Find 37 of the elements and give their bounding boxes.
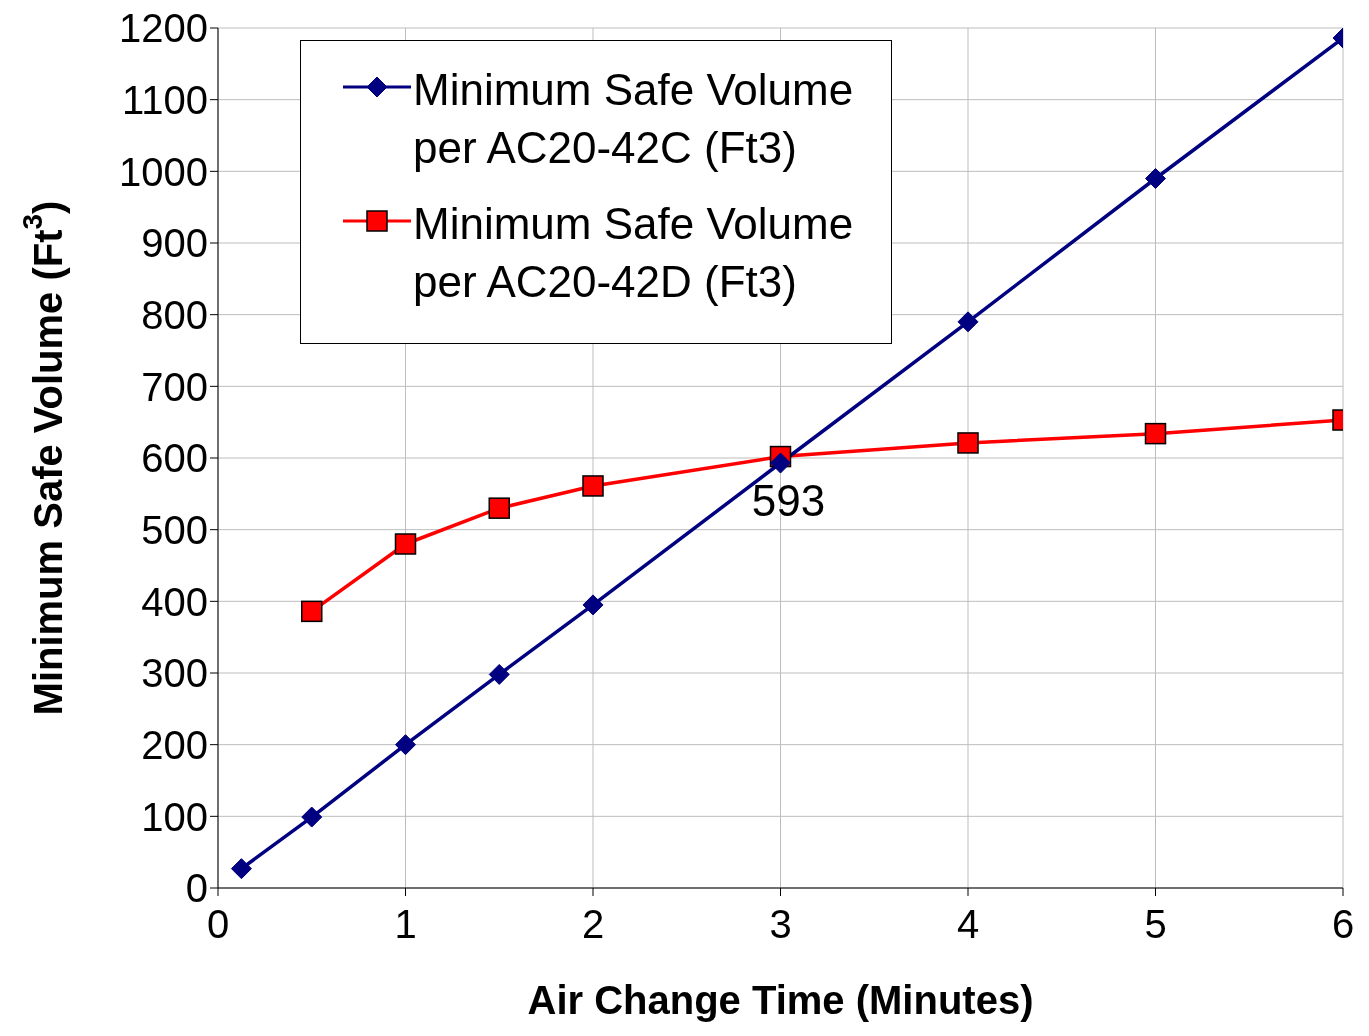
- y-tick-label: 300: [141, 651, 208, 696]
- point: [395, 734, 416, 756]
- point: [582, 475, 604, 497]
- y-tick-label: 0: [185, 866, 208, 911]
- legend-label: Minimum Safe Volume per AC20-42C (Ft3): [413, 64, 855, 174]
- point: [957, 311, 979, 333]
- legend-label: Minimum Safe Volume per AC20-42D (Ft3): [413, 198, 855, 308]
- point: [394, 533, 417, 555]
- x-tick-label: 3: [769, 902, 792, 947]
- y-tick-label: 800: [141, 292, 208, 337]
- y-tick-label: 400: [141, 579, 208, 624]
- y-tick-label: 700: [141, 364, 208, 409]
- point: [301, 600, 323, 623]
- point: [1145, 168, 1166, 189]
- point: [957, 432, 979, 454]
- point: [582, 594, 604, 616]
- x-tick-label: 2: [581, 902, 605, 947]
- x-tick-label: 4: [956, 902, 980, 947]
- y-tick-label: 900: [141, 221, 208, 266]
- point: [488, 497, 510, 519]
- y-tick-label: 600: [141, 436, 208, 481]
- y-tick-label: 200: [141, 722, 208, 767]
- annotation: 593: [751, 476, 826, 526]
- y-tick-label: 500: [141, 507, 208, 552]
- y-tick-label: 1000: [119, 149, 208, 194]
- point: [230, 858, 252, 880]
- y-tick-label: 1200: [119, 6, 208, 51]
- point: [488, 663, 510, 685]
- x-axis-title: Air Change Time (Minutes): [527, 978, 1034, 1022]
- point: [301, 806, 323, 828]
- y-tick-label: 100: [141, 794, 208, 839]
- x-tick-label: 5: [1144, 902, 1167, 947]
- x-tick-label: 1: [394, 902, 417, 947]
- point: [1144, 422, 1167, 445]
- point: [770, 452, 791, 474]
- x-tick-label: 6: [1331, 902, 1355, 947]
- y-tick-label: 1100: [121, 77, 208, 122]
